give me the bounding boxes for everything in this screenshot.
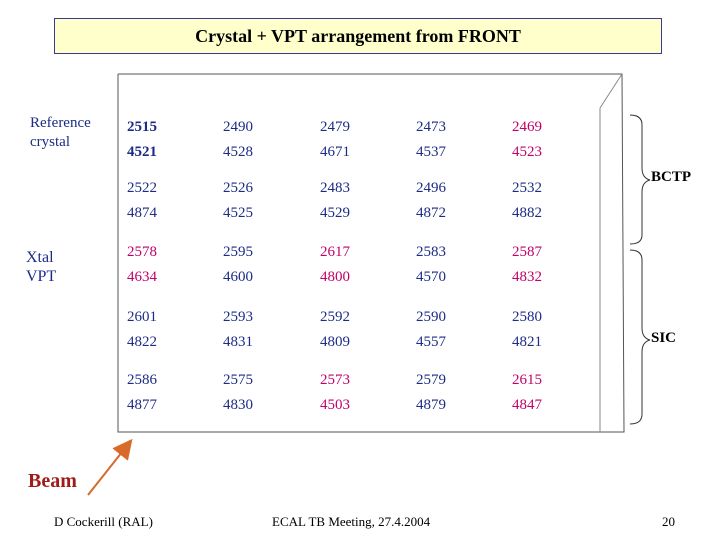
crystal-cell: 2479 4671 bbox=[320, 115, 408, 165]
vpt-id: 4529 bbox=[320, 205, 350, 221]
crystal-id: 2617 bbox=[320, 244, 350, 260]
footer-author: D Cockerill (RAL) bbox=[54, 514, 153, 529]
crystal-id: 2580 bbox=[512, 309, 542, 325]
crystal-cell: 2532 4882 bbox=[512, 176, 600, 226]
crystal-id: 2522 bbox=[127, 180, 157, 196]
crystal-id: 2469 bbox=[512, 119, 542, 135]
vpt-id: 4634 bbox=[127, 269, 157, 285]
beam-label: Beam bbox=[28, 470, 77, 492]
bctp-label: BCTP bbox=[651, 169, 692, 185]
vpt-id: 4528 bbox=[223, 144, 253, 160]
vpt-id: 4821 bbox=[512, 334, 542, 350]
vpt-id: 4882 bbox=[512, 205, 542, 221]
crystal-cell: 2578 4634 bbox=[127, 240, 215, 290]
crystal-cell: 2617 4800 bbox=[320, 240, 408, 290]
reference-crystal-label-line2: crystal bbox=[30, 134, 70, 150]
crystal-cell: 2583 4570 bbox=[416, 240, 504, 290]
crystal-cell: 2515 4521 bbox=[127, 115, 215, 165]
vpt-id: 4830 bbox=[223, 397, 253, 413]
vpt-id: 4600 bbox=[223, 269, 253, 285]
vpt-id: 4800 bbox=[320, 269, 350, 285]
crystal-cell: 2473 4537 bbox=[416, 115, 504, 165]
footer-page-number: 20 bbox=[662, 514, 675, 529]
crystal-cell: 2595 4600 bbox=[223, 240, 311, 290]
crystal-cell: 2526 4525 bbox=[223, 176, 311, 226]
vpt-id: 4809 bbox=[320, 334, 350, 350]
crystal-cell: 2522 4874 bbox=[127, 176, 215, 226]
crystal-id: 2601 bbox=[127, 309, 157, 325]
vpt-id: 4557 bbox=[416, 334, 446, 350]
vpt-id: 4523 bbox=[512, 144, 542, 160]
crystal-cell: 2575 4830 bbox=[223, 368, 311, 418]
vpt-id: 4570 bbox=[416, 269, 446, 285]
crystal-id: 2496 bbox=[416, 180, 446, 196]
crystal-id: 2586 bbox=[127, 372, 157, 388]
crystal-cell: 2496 4872 bbox=[416, 176, 504, 226]
vpt-id: 4521 bbox=[127, 144, 157, 160]
vpt-id: 4822 bbox=[127, 334, 157, 350]
beam-arrow bbox=[87, 438, 133, 496]
crystal-id: 2479 bbox=[320, 119, 350, 135]
crystal-id: 2578 bbox=[127, 244, 157, 260]
crystal-id: 2595 bbox=[223, 244, 253, 260]
crystal-id: 2583 bbox=[416, 244, 446, 260]
crystal-id: 2473 bbox=[416, 119, 446, 135]
reference-crystal-label: Reference crystal bbox=[30, 114, 91, 152]
sic-brace bbox=[629, 249, 651, 425]
crystal-id: 2532 bbox=[512, 180, 542, 196]
page-title: Crystal + VPT arrangement from FRONT bbox=[54, 18, 662, 54]
crystal-id: 2575 bbox=[223, 372, 253, 388]
vpt-id: 4832 bbox=[512, 269, 542, 285]
crystal-id: 2593 bbox=[223, 309, 253, 325]
xtal-vpt-label-line2: VPT bbox=[26, 268, 57, 285]
crystal-id: 2590 bbox=[416, 309, 446, 325]
vpt-id: 4537 bbox=[416, 144, 446, 160]
bctp-brace bbox=[629, 114, 651, 245]
crystal-cell: 2593 4831 bbox=[223, 305, 311, 355]
crystal-id: 2526 bbox=[223, 180, 253, 196]
sic-label: SIC bbox=[651, 330, 677, 346]
vpt-id: 4877 bbox=[127, 397, 157, 413]
vpt-id: 4874 bbox=[127, 205, 157, 221]
crystal-cell: 2469 4523 bbox=[512, 115, 600, 165]
crystal-cell: 2483 4529 bbox=[320, 176, 408, 226]
crystal-cell: 2615 4847 bbox=[512, 368, 600, 418]
vpt-id: 4671 bbox=[320, 144, 350, 160]
vpt-id: 4879 bbox=[416, 397, 446, 413]
vpt-id: 4503 bbox=[320, 397, 350, 413]
crystal-cell: 2592 4809 bbox=[320, 305, 408, 355]
crystal-id: 2615 bbox=[512, 372, 542, 388]
vpt-id: 4847 bbox=[512, 397, 542, 413]
crystal-cell: 2573 4503 bbox=[320, 368, 408, 418]
footer-meeting: ECAL TB Meeting, 27.4.2004 bbox=[272, 514, 431, 529]
crystal-cell: 2580 4821 bbox=[512, 305, 600, 355]
top-edge bbox=[118, 73, 625, 433]
reference-crystal-label-line1: Reference bbox=[30, 115, 91, 131]
crystal-id: 2490 bbox=[223, 119, 253, 135]
crystal-id: 2579 bbox=[416, 372, 446, 388]
perspective-line bbox=[599, 73, 623, 109]
crystal-id: 2587 bbox=[512, 244, 542, 260]
crystal-id: 2573 bbox=[320, 372, 350, 388]
crystal-id: 2483 bbox=[320, 180, 350, 196]
crystal-cell: 2579 4879 bbox=[416, 368, 504, 418]
front-face-outline bbox=[117, 74, 600, 433]
vpt-id: 4831 bbox=[223, 334, 253, 350]
crystal-id: 2592 bbox=[320, 309, 350, 325]
xtal-vpt-label-line1: Xtal bbox=[26, 249, 54, 266]
xtal-vpt-label: Xtal VPT bbox=[26, 248, 56, 286]
crystal-cell: 2590 4557 bbox=[416, 305, 504, 355]
crystal-cell: 2490 4528 bbox=[223, 115, 311, 165]
vpt-id: 4525 bbox=[223, 205, 253, 221]
crystal-cell: 2601 4822 bbox=[127, 305, 215, 355]
crystal-cell: 2587 4832 bbox=[512, 240, 600, 290]
vpt-id: 4872 bbox=[416, 205, 446, 221]
crystal-cell: 2586 4877 bbox=[127, 368, 215, 418]
crystal-id: 2515 bbox=[127, 119, 157, 135]
